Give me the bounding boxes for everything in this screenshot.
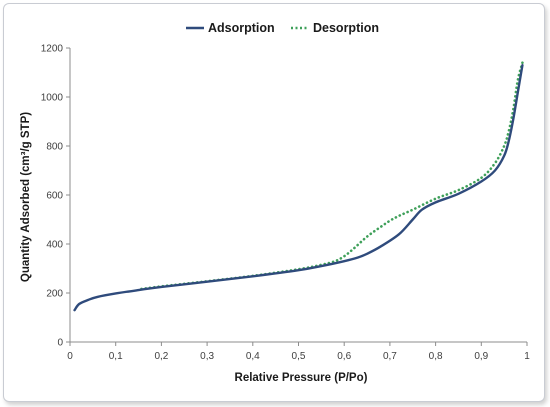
x-tick-label: 0,4 bbox=[246, 351, 260, 362]
legend: Adsorption Desorption bbox=[186, 21, 379, 35]
x-tick-label: 0,5 bbox=[292, 351, 306, 362]
legend-label-adsorption: Adsorption bbox=[208, 21, 275, 35]
chart-frame: Adsorption Desorption Quantity Adsorbed … bbox=[3, 3, 545, 402]
x-tick-label: 0 bbox=[67, 351, 73, 362]
y-tick-label: 400 bbox=[46, 240, 63, 251]
x-tick-label: 0,6 bbox=[337, 351, 351, 362]
y-tick-label: 800 bbox=[46, 142, 63, 153]
x-tick-label: 0,7 bbox=[383, 351, 397, 362]
legend-label-desorption: Desorption bbox=[313, 21, 379, 35]
x-axis-title: Relative Pressure (P/Po) bbox=[235, 372, 368, 384]
y-tick-label: 0 bbox=[57, 338, 63, 349]
x-tick-label: 0,3 bbox=[200, 351, 214, 362]
x-tick-label: 1 bbox=[524, 351, 530, 362]
plot-area: 0 200 400 600 800 1000 1200 0 0,1 0,2 0,3 0,4 0,5 0,6… bbox=[41, 44, 530, 363]
series-line-desorption bbox=[137, 61, 524, 291]
y-axis-title: Quantity Adsorbed (cm³/g STP) bbox=[20, 112, 32, 282]
y-tick-label: 1000 bbox=[41, 93, 64, 104]
y-tick-label: 200 bbox=[46, 289, 63, 300]
x-tick-label: 0,2 bbox=[154, 351, 168, 362]
x-tick-label: 0,9 bbox=[474, 351, 488, 362]
series-line-adsorption bbox=[73, 63, 524, 312]
y-tick-label: 600 bbox=[46, 191, 63, 202]
y-tick-label: 1200 bbox=[41, 44, 64, 55]
x-tick-label: 0,1 bbox=[109, 351, 123, 362]
x-tick-label: 0,8 bbox=[429, 351, 443, 362]
isotherm-chart: Adsorption Desorption Quantity Adsorbed … bbox=[20, 21, 530, 384]
